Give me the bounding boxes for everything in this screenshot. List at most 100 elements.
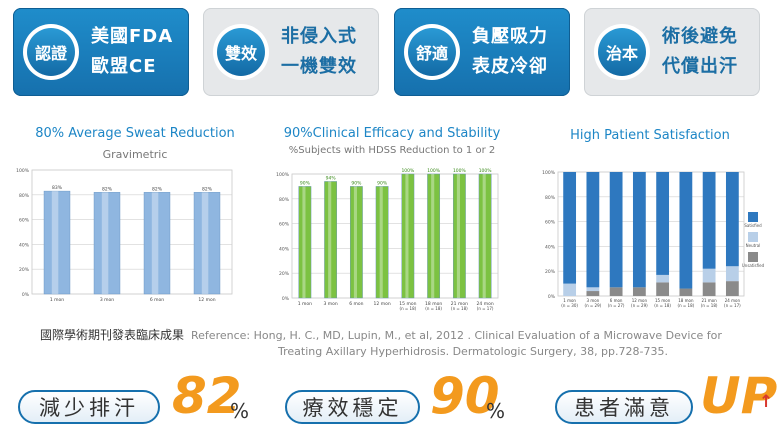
chart1-bar — [143, 192, 171, 295]
chart3-plot-area — [557, 171, 745, 297]
chart2-ytick-label: 20% — [279, 271, 290, 277]
chart3-xtick-sublabel: (n = 29) — [631, 303, 648, 308]
chart3-xtick-sublabel: (n = 27) — [608, 303, 625, 308]
chart2-svg: 0% 20% 40% 60% 80% 100% 90% 1 mon 94% 3 mon 90% 6 m… — [276, 168, 499, 311]
chart3-bar-satisfied — [679, 172, 693, 289]
stat-pill-satisfaction: 患者滿意 — [555, 390, 693, 424]
chart1-ytick-label: 40% — [19, 242, 30, 248]
chart2-ytick-label: 80% — [279, 197, 290, 203]
chart1-data-label: 82% — [102, 186, 113, 192]
chart2-bar — [452, 173, 466, 299]
chart1-xtick-label: 1 mon — [50, 297, 64, 303]
chart3-bar-satisfied — [609, 172, 623, 288]
chart3-bar-satisfied — [656, 172, 670, 275]
chart1-ytick-label: 80% — [19, 193, 30, 199]
badge-icon-text: 舒適 — [408, 28, 456, 76]
chart2-bar-shine — [328, 181, 332, 298]
chart1-subtitle: Gravimetric — [102, 148, 168, 161]
up-arrow-icon: ↑ — [759, 392, 774, 412]
badge-text: 美國FDA 歐盟CE — [91, 22, 186, 82]
badge-certification: 認證 美國FDA 歐盟CE — [13, 8, 189, 96]
chart3-ytick-label: 40% — [545, 244, 556, 250]
chart3-ytick-label: 100% — [542, 170, 556, 176]
chart3-xtick-label: 12 mon — [632, 298, 648, 303]
chart2-xtick-sublabel: (n = 18) — [425, 306, 442, 311]
chart2-title: 90%Clinical Efficacy and Stability — [283, 126, 501, 141]
badge-line2: 一機雙效 — [281, 56, 357, 77]
badge-line2: 歐盟CE — [91, 56, 157, 77]
chart2-bar-shine — [431, 174, 435, 298]
chart3-bar-satisfied — [702, 172, 716, 269]
chart3-bar-unsatisfied — [656, 282, 670, 296]
chart1-bar-shine — [201, 192, 209, 294]
badge-line1: 美國FDA — [91, 26, 174, 47]
chart2-xtick-label: 24 mon — [477, 301, 494, 307]
chart3-xtick-label: 6 mon — [610, 298, 623, 303]
chart3-xtick-label: 21 mon — [702, 298, 718, 303]
chart2-ytick-label: 0% — [282, 296, 290, 302]
chart2-data-label: 90% — [351, 180, 362, 186]
badge-circle: 舒適 — [404, 24, 460, 80]
chart2-data-label: 100% — [453, 168, 467, 174]
chart3-bar-unsatisfied — [702, 282, 716, 296]
chart1-ytick-label: 20% — [19, 267, 30, 273]
chart2-bar — [298, 186, 312, 299]
chart2-xtick-label: 6 mon — [349, 301, 363, 307]
chart3-xtick-sublabel: (n = 29) — [585, 303, 602, 308]
chart3-title: High Patient Satisfaction — [570, 128, 730, 143]
chart3-legend-label: Satisfied — [744, 223, 762, 228]
chart1-bar — [193, 192, 221, 295]
chart2-data-label: 100% — [401, 168, 415, 174]
chart2-bar — [478, 173, 492, 299]
chart1-ytick-label: 0% — [22, 292, 30, 298]
chart2-data-label: 90% — [300, 180, 311, 186]
chart1-svg: 0% 20% 40% 60% 80% 100% 83% 1 mon 82% 3 mon 82% 6 m… — [16, 168, 233, 303]
chart3-xtick-sublabel: (n = 18) — [654, 303, 671, 308]
chart3-bar-neutral — [702, 268, 716, 283]
chart3-ytick-label: 0% — [548, 294, 556, 300]
stat-pill-sweat: 減少排汗 — [18, 390, 160, 424]
chart3-bar-unsatisfied — [632, 287, 646, 296]
chart3-legend-swatch — [748, 232, 758, 242]
chart2-bar-shine — [353, 186, 357, 298]
chart3-ytick-label: 80% — [545, 195, 556, 201]
chart3-xtick-label: 15 mon — [655, 298, 671, 303]
chart1-xtick-label: 3 mon — [100, 297, 114, 303]
chart3-bar-satisfied — [632, 172, 646, 288]
chart3-bar-unsatisfied — [609, 287, 623, 296]
reference-block: 國際學術期刊發表臨床成果 Reference: Hong, H. C., MD,… — [40, 327, 722, 360]
chart2-data-label: 94% — [326, 175, 337, 181]
chart3-bar-satisfied — [725, 172, 739, 267]
badge-comfort: 舒適 負壓吸力 表皮冷卻 — [394, 8, 570, 96]
chart3-legend-label: Neutral — [746, 243, 761, 248]
chart3-xtick-label: 1 mon — [563, 298, 576, 303]
chart2-xtick-label: 21 mon — [451, 301, 468, 307]
chart3-xtick-sublabel: (n = 30) — [561, 303, 578, 308]
chart3-legend-label: Unsatisfied — [742, 263, 765, 268]
chart2-xtick-label: 3 mon — [323, 301, 337, 307]
chart1-ytick-label: 100% — [16, 168, 30, 174]
chart3-xtick-label: 3 mon — [587, 298, 600, 303]
badge-circle: 認證 — [23, 24, 79, 80]
badge-icon-text: 認證 — [27, 28, 75, 76]
stat-value-satisfaction: UP — [700, 367, 778, 425]
chart3-svg: 0%20%40%60%80%100%1 mon(n = 30)3 mon(n =… — [542, 170, 765, 308]
chart1-data-label: 82% — [152, 186, 163, 192]
chart3-bar-unsatisfied — [725, 281, 739, 296]
chart1-ytick-label: 60% — [19, 218, 30, 224]
stat-value-efficacy: 90 — [430, 367, 500, 425]
chart2-bar-shine — [379, 186, 383, 298]
chart2-ytick-label: 40% — [279, 246, 290, 252]
badge-line1: 非侵入式 — [281, 26, 357, 47]
badge-dual-effect: 雙效 非侵入式 一機雙效 — [203, 8, 379, 96]
chart3-bar-neutral — [725, 266, 739, 282]
badge-line2: 代償出汗 — [662, 56, 738, 77]
chart1-bar-shine — [51, 191, 59, 294]
chart2-xtick-label: 1 mon — [298, 301, 312, 307]
stat-pill-efficacy: 療效穩定 — [285, 390, 420, 424]
chart1-data-label: 83% — [52, 185, 63, 191]
badge-circle: 治本 — [594, 24, 650, 80]
chart2-data-label: 90% — [377, 180, 388, 186]
badge-text: 非侵入式 一機雙效 — [281, 22, 376, 82]
chart1-bar-shine — [101, 192, 109, 294]
